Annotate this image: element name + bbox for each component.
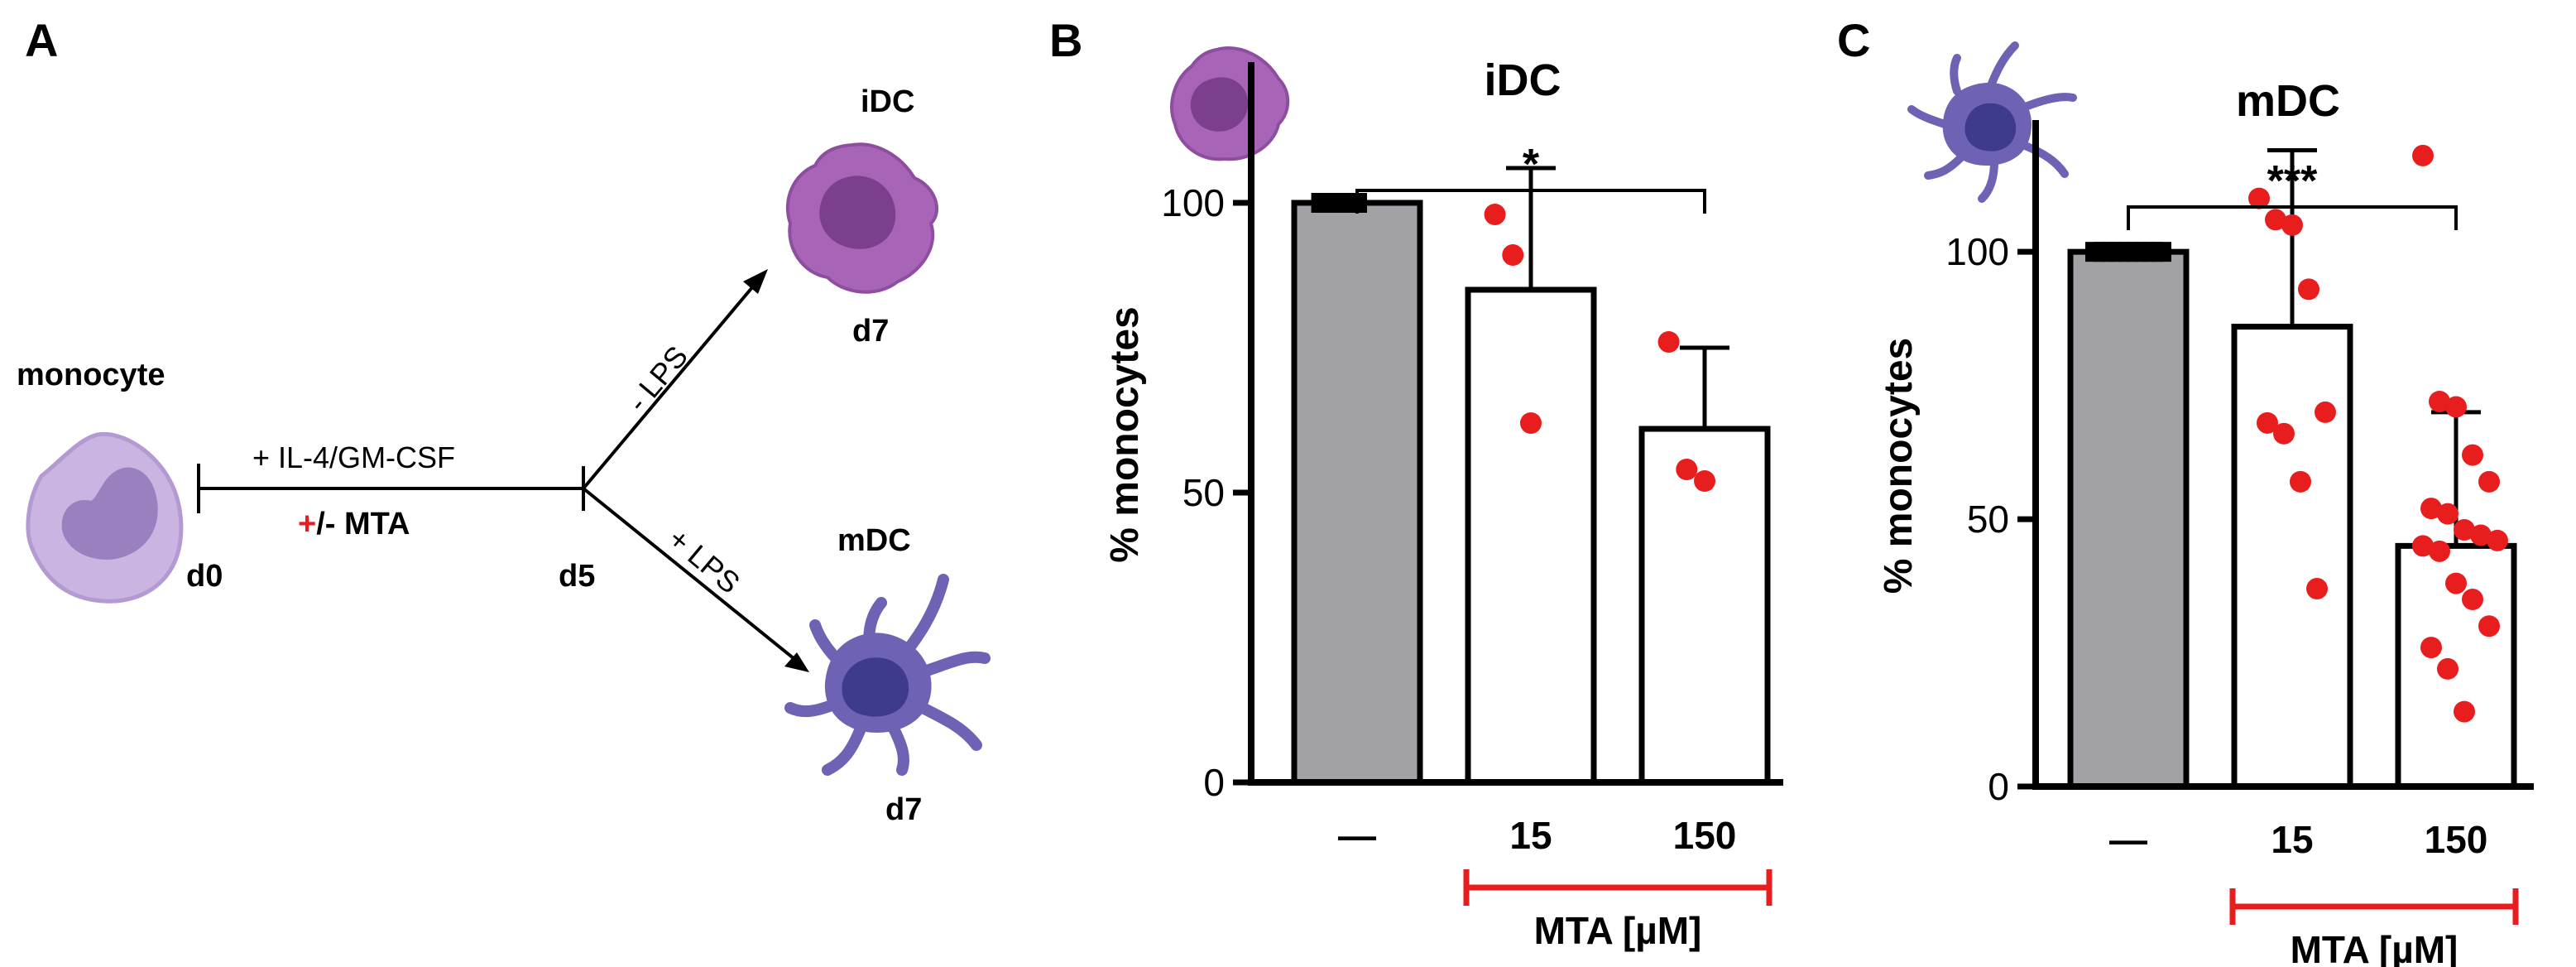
monocyte-label: monocyte xyxy=(17,358,165,392)
data-point xyxy=(2420,637,2442,659)
x-tick-label: 15 xyxy=(1509,814,1552,857)
data-point xyxy=(2281,214,2303,236)
minus-lps-label: - LPS xyxy=(621,339,694,418)
data-point xyxy=(2470,524,2492,546)
y-tick-label: 0 xyxy=(1988,765,2009,808)
data-point xyxy=(2420,498,2442,520)
data-point xyxy=(2454,519,2475,541)
data-point xyxy=(2412,144,2434,166)
data-point xyxy=(1502,244,1524,266)
data-point xyxy=(2298,278,2319,301)
significance-bracket xyxy=(2127,205,2458,230)
chart-title: mDC xyxy=(2236,76,2340,126)
data-point xyxy=(2445,396,2467,418)
data-point xyxy=(2462,444,2483,466)
data-point-control xyxy=(1311,193,1331,213)
x-axis-label: MTA [µM] xyxy=(1534,909,1702,952)
panel-label-c: C xyxy=(1837,14,1870,66)
arrowhead-plus-lps xyxy=(784,652,809,672)
x-tick-label: 15 xyxy=(2271,818,2313,861)
y-tick-label: 0 xyxy=(1203,761,1225,804)
mta-rest: /- MTA xyxy=(316,507,410,541)
mdc-label: mDC xyxy=(837,523,911,558)
mdc-day-label: d7 xyxy=(885,792,922,827)
y-axis-label: % monocytes xyxy=(1103,306,1147,562)
data-point xyxy=(1676,459,1698,480)
data-point xyxy=(2462,588,2483,610)
x-tick-label: 150 xyxy=(1673,814,1737,857)
idc-label: iDC xyxy=(861,84,914,119)
data-point xyxy=(2429,391,2450,412)
chart-idc: iDC 0 50 100 — 15 150 % monocytes MTA [µM] * xyxy=(1103,55,1783,952)
chart-mdc: mDC 0 50 100 — 15 150 % monocytes MTA [µM] *** xyxy=(1877,76,2534,967)
data-point xyxy=(2445,572,2467,594)
data-point-control xyxy=(2143,242,2163,262)
data-point xyxy=(2454,700,2475,723)
x-tick-label: — xyxy=(1338,814,1376,857)
significance-label: *** xyxy=(2267,157,2318,205)
mdc-cell-icon xyxy=(784,574,991,776)
data-point xyxy=(2290,470,2311,493)
bar-0 xyxy=(1291,200,1423,786)
data-point xyxy=(2248,187,2270,209)
arrowhead-minus-lps xyxy=(743,269,768,294)
x-axis-label: MTA [µM] xyxy=(2291,928,2458,967)
y-axis-label: % monocytes xyxy=(1877,338,1921,594)
y-tick-label: 100 xyxy=(1161,181,1225,224)
data-point xyxy=(2412,535,2434,557)
day5-label: d5 xyxy=(559,559,595,594)
x-tick-label: 150 xyxy=(2425,818,2488,861)
data-point xyxy=(2478,470,2500,493)
data-point xyxy=(2487,529,2508,551)
data-point xyxy=(2257,411,2278,434)
monocyte-cell-icon xyxy=(26,431,184,604)
day0-label: d0 xyxy=(186,559,223,594)
bar-1 xyxy=(1465,286,1597,786)
significance-label: * xyxy=(1523,141,1540,189)
panel-label-a: A xyxy=(25,14,58,66)
panel-label-b: B xyxy=(1049,14,1082,66)
data-point xyxy=(2265,209,2286,231)
data-point xyxy=(2306,578,2328,600)
arrow-plus-lps xyxy=(582,487,800,664)
bar-1 xyxy=(2231,324,2353,790)
data-point xyxy=(2437,657,2458,680)
mta-label: +/- MTA xyxy=(298,507,410,541)
mta-plus: + xyxy=(298,507,316,541)
y-tick-label: 50 xyxy=(1182,471,1225,514)
data-point xyxy=(2437,503,2458,525)
bar-0 xyxy=(2067,248,2190,790)
data-point xyxy=(2429,540,2450,562)
idc-title-cell-icon xyxy=(1170,46,1290,161)
mdc-title-cell-icon xyxy=(1907,41,2077,203)
data-point xyxy=(2273,422,2295,445)
data-point xyxy=(2478,615,2500,637)
data-point xyxy=(1484,204,1506,225)
data-point xyxy=(1694,470,1715,492)
idc-day-label: d7 xyxy=(852,314,889,349)
idc-cell-icon xyxy=(785,142,939,294)
y-tick-label: 50 xyxy=(1967,498,2009,541)
data-point xyxy=(2315,401,2336,423)
data-point xyxy=(1520,412,1542,434)
arrow-minus-lps xyxy=(582,280,759,490)
significance-bracket xyxy=(1355,189,1706,214)
chart-title: iDC xyxy=(1485,55,1561,105)
y-tick-label: 100 xyxy=(1945,230,2009,273)
treatment-label: + IL-4/GM-CSF xyxy=(252,440,455,474)
x-tick-label: — xyxy=(2109,818,2147,861)
data-point xyxy=(1657,331,1680,353)
data-point-control xyxy=(1329,193,1350,213)
